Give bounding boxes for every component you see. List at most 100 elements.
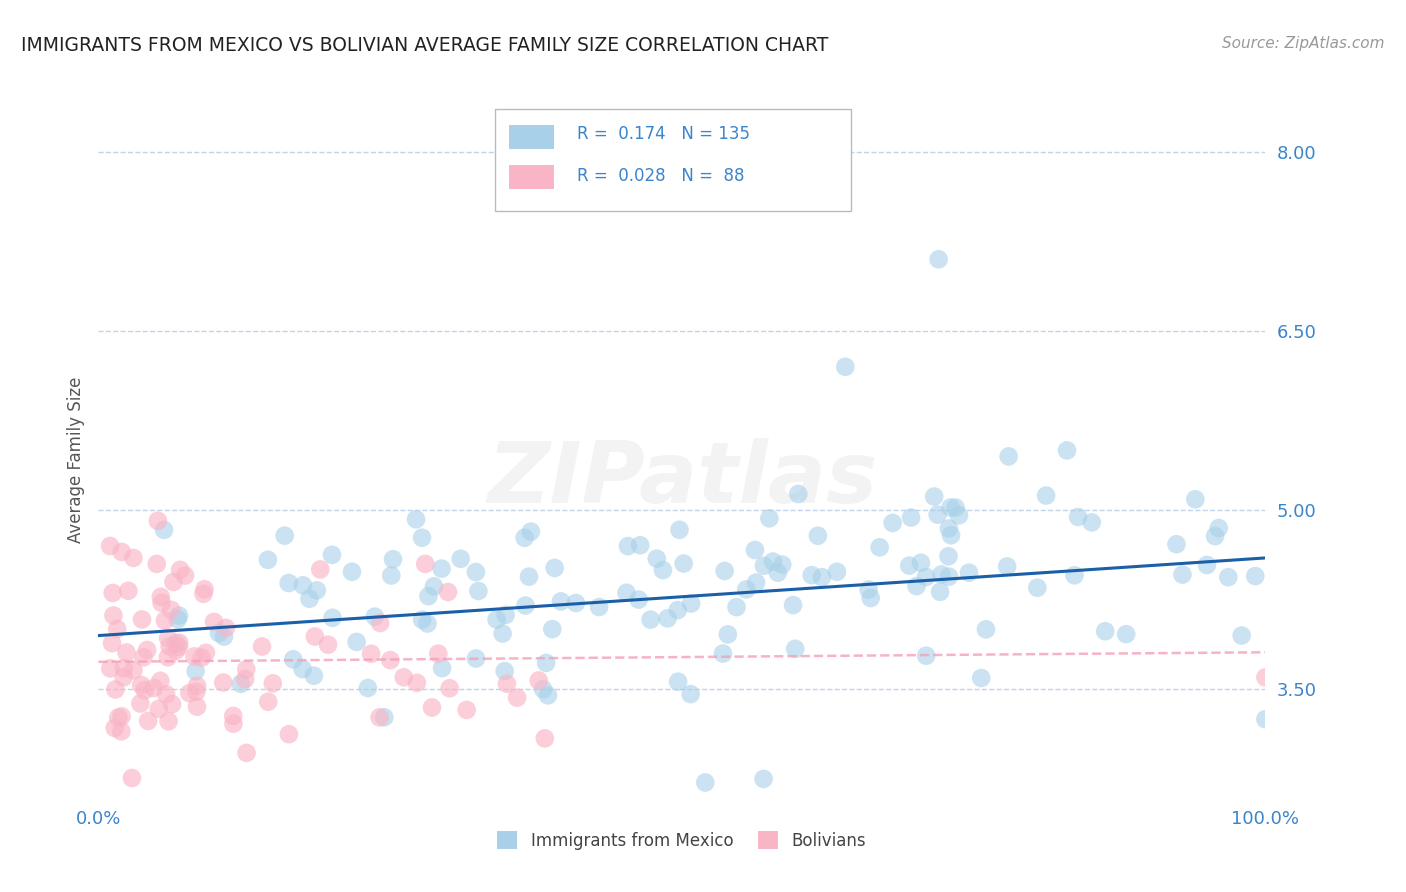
Point [752,558,775,573]
Point [235,746,257,760]
Point [368,615,391,630]
Point [159,640,181,654]
Point [752,772,775,786]
Point [149,590,172,604]
Text: ZIPatlas: ZIPatlas [486,439,877,522]
Point [134,683,156,698]
Point [165,636,187,650]
Point [713,564,735,578]
Point [905,579,928,593]
Point [807,529,830,543]
Point [380,653,402,667]
Point [496,676,519,690]
Point [970,671,993,685]
Point [869,541,891,555]
Point [717,627,740,641]
Point [938,570,960,584]
Point [380,568,402,582]
Point [156,650,179,665]
Point [309,562,332,576]
Point [1254,670,1277,684]
Point [262,676,284,690]
Point [762,555,785,569]
Point [533,731,555,746]
Point [974,623,997,637]
Point [101,636,124,650]
Point [167,608,190,623]
Point [107,710,129,724]
Point [645,551,668,566]
Point [1244,569,1267,583]
Text: Source: ZipAtlas.com: Source: ZipAtlas.com [1222,36,1385,51]
Point [136,714,159,728]
Point [515,599,537,613]
Point [550,594,572,608]
Point [437,585,460,599]
Point [416,616,439,631]
Point [1204,529,1226,543]
Point [506,690,529,705]
Point [186,699,208,714]
Point [316,638,339,652]
Point [291,662,314,676]
Point [193,582,215,597]
Point [520,524,543,539]
Point [915,570,938,584]
Point [190,650,212,665]
Point [657,611,679,625]
Y-axis label: Average Family Size: Average Family Size [66,376,84,542]
Point [1171,567,1194,582]
Point [98,661,121,675]
Point [101,586,124,600]
Point [305,583,328,598]
Point [273,528,295,542]
Point [766,566,789,580]
Point [304,630,326,644]
Point [785,641,807,656]
Point [142,681,165,695]
Point [183,649,205,664]
Point [695,775,717,789]
Point [418,589,440,603]
Point [859,591,882,605]
Point [735,582,758,597]
Point [148,702,170,716]
Point [882,516,904,530]
Point [136,643,159,657]
Point [321,611,343,625]
Point [1195,558,1218,572]
Point [811,570,834,584]
Point [666,674,689,689]
Point [302,668,325,682]
Point [110,724,132,739]
Point [427,647,450,661]
Point [160,603,183,617]
Point [162,574,184,589]
Point [155,687,177,701]
Point [1056,443,1078,458]
Point [212,675,235,690]
Point [373,710,395,724]
Point [167,640,190,654]
Point [628,538,651,552]
Point [131,612,153,626]
Point [725,600,748,615]
Point [858,582,880,597]
Point [104,721,127,735]
Point [770,558,793,572]
Point [411,531,433,545]
Point [277,576,299,591]
Point [825,565,848,579]
Point [121,771,143,785]
Point [910,556,932,570]
Text: IMMIGRANTS FROM MEXICO VS BOLIVIAN AVERAGE FAMILY SIZE CORRELATION CHART: IMMIGRANTS FROM MEXICO VS BOLIVIAN AVERA… [21,36,828,54]
Point [898,558,921,573]
Point [174,568,197,582]
Point [179,686,201,700]
Point [745,575,768,590]
Point [229,677,252,691]
Point [321,548,343,562]
Point [215,621,238,635]
Point [167,635,190,649]
Point [112,670,135,684]
